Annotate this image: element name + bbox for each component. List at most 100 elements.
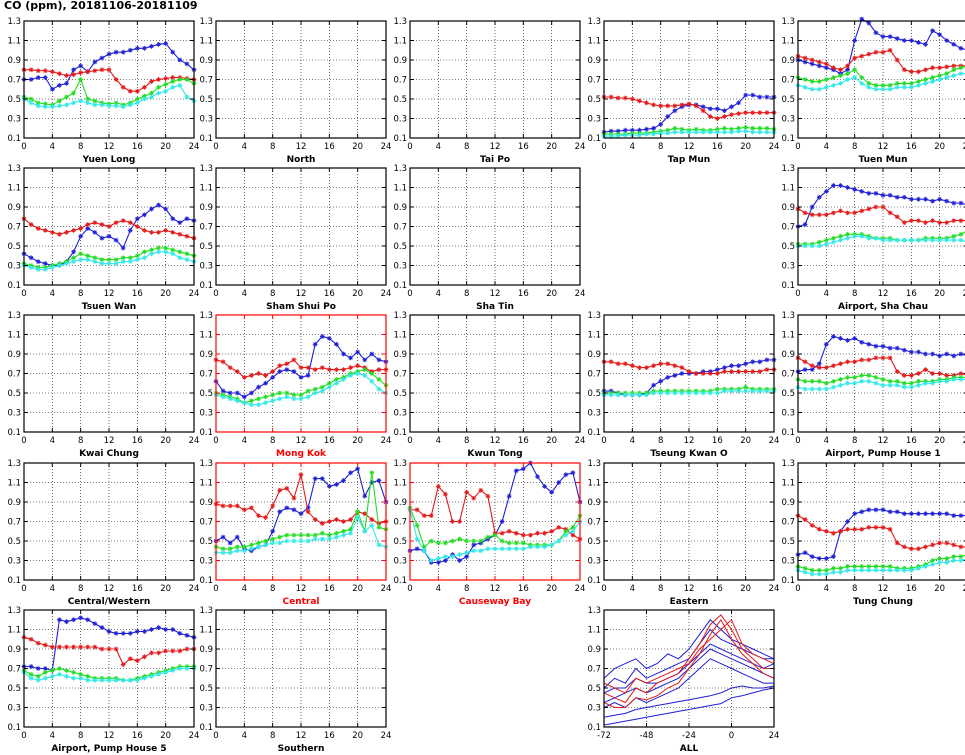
data-point-green: [134, 253, 140, 259]
data-point-blue: [845, 185, 850, 190]
data-point-red: [348, 365, 353, 371]
data-point-cyan: [42, 267, 48, 272]
data-point-green: [951, 233, 957, 239]
y-tick-label: 1.3: [7, 459, 21, 469]
panel-airport-pump-house-1: 0 4 8 12 16 20 24 0.1 0.3 0.5 0.7 0.9 1.1 1.3 Airport,…: [781, 311, 965, 459]
data-point-blue: [471, 542, 477, 548]
data-point-red: [887, 47, 893, 53]
data-point-red: [629, 96, 635, 102]
data-point-cyan: [908, 384, 914, 390]
data-point-green: [284, 532, 290, 538]
x-tick-label: 8: [852, 289, 857, 299]
data-point-red: [908, 218, 914, 224]
data-point-green: [845, 71, 850, 77]
data-point-blue: [499, 519, 505, 524]
data-point-blue: [556, 480, 562, 485]
data-point-blue: [859, 16, 865, 22]
data-point-cyan: [414, 536, 420, 542]
data-point-blue: [764, 357, 770, 363]
x-tick-label: -48: [640, 731, 654, 741]
x-tick-label: 20: [160, 289, 171, 299]
data-point-cyan: [665, 390, 671, 396]
y-tick-label: 0.5: [199, 684, 213, 694]
data-point-cyan: [355, 371, 361, 376]
data-point-blue: [284, 505, 290, 511]
data-point-blue: [92, 229, 98, 235]
data-point-green: [291, 392, 297, 398]
data-point-blue: [134, 216, 140, 222]
data-point-blue: [658, 378, 664, 384]
data-point-cyan: [916, 82, 921, 88]
data-point-green: [355, 509, 361, 515]
data-point-red: [651, 102, 656, 108]
data-point-cyan: [312, 536, 318, 542]
data-point-green: [750, 125, 756, 131]
data-point-blue: [722, 108, 727, 114]
y-tick-label: 0.5: [199, 537, 213, 547]
data-point-green: [305, 532, 311, 538]
data-point-green: [513, 540, 519, 546]
data-point-green: [838, 565, 843, 571]
data-point-cyan: [866, 235, 872, 241]
x-tick-label: 0: [213, 289, 218, 299]
data-point-blue: [99, 625, 105, 630]
data-point-cyan: [49, 265, 55, 270]
x-tick-label: 12: [104, 436, 115, 446]
data-point-green: [838, 376, 843, 382]
data-point-cyan: [341, 532, 346, 538]
panel-tseung-kwan-o: 0 4 8 12 16 20 24 0.1 0.3 0.5 0.7 0.9 1.1 1.3 Tseung K…: [587, 311, 779, 459]
data-point-red: [901, 544, 907, 550]
data-point-red: [312, 367, 318, 372]
data-point-red: [880, 204, 886, 210]
data-point-blue: [277, 509, 283, 515]
data-point-cyan: [823, 571, 829, 577]
x-tick-label: 20: [740, 436, 751, 446]
x-tick-label: 24: [381, 584, 392, 594]
station-label: Kwai Chung: [79, 449, 139, 459]
y-tick-label: 1.1: [393, 331, 407, 341]
data-point-red: [134, 224, 140, 229]
y-tick-label: 0.7: [199, 370, 213, 380]
y-tick-label: 1.3: [393, 17, 407, 27]
data-point-blue: [170, 49, 176, 55]
x-tick-label: 12: [878, 289, 889, 299]
data-point-cyan: [376, 386, 382, 392]
data-point-blue: [28, 77, 34, 82]
station-label: Airport, Sha Chau: [838, 302, 928, 312]
y-tick-label: 1.1: [587, 479, 601, 489]
data-point-red: [120, 84, 126, 90]
data-point-red: [305, 365, 311, 371]
data-point-cyan: [700, 129, 706, 135]
y-tick-label: 0.9: [781, 56, 795, 66]
x-tick-label: 0: [213, 731, 218, 741]
data-point-cyan: [184, 94, 190, 100]
data-point-red: [326, 519, 332, 524]
x-tick-label: 8: [78, 436, 83, 446]
data-point-cyan: [916, 382, 921, 388]
data-point-blue: [880, 192, 886, 198]
station-label: Central: [282, 597, 319, 607]
data-point-blue: [134, 629, 140, 634]
panel-kwun-tong: 0 4 8 12 16 20 24 0.1 0.3 0.5 0.7 0.9 1.1 1.3 Kwun Ton…: [393, 311, 585, 459]
data-point-green: [106, 257, 112, 263]
data-point-green: [958, 554, 964, 559]
data-point-red: [930, 218, 935, 224]
data-point-cyan: [163, 670, 169, 675]
data-point-blue: [700, 104, 706, 110]
data-point-blue: [142, 629, 147, 634]
data-point-blue: [930, 511, 935, 517]
data-point-blue: [901, 38, 907, 43]
data-point-red: [78, 226, 84, 231]
data-point-green: [852, 375, 858, 380]
data-point-red: [722, 369, 727, 374]
data-point-green: [92, 255, 98, 261]
data-point-red: [859, 526, 865, 532]
data-point-blue: [71, 617, 76, 623]
data-point-green: [916, 79, 921, 84]
data-point-green: [823, 380, 829, 386]
data-point-blue: [149, 43, 154, 49]
data-point-green: [722, 125, 727, 131]
y-tick-label: 0.3: [7, 115, 21, 125]
x-tick-label: 4: [50, 289, 55, 299]
data-point-blue: [930, 351, 935, 357]
